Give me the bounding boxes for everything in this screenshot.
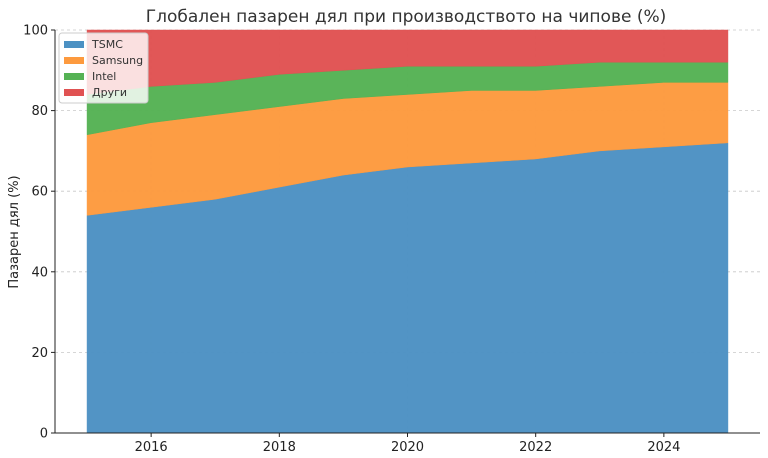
y-axis-label: Пазарен дял (%)	[7, 175, 22, 288]
x-tick-label: 2018	[263, 440, 296, 455]
legend: TSMC Samsung Intel Други	[58, 32, 149, 104]
axes: 2016 2018 2020 2022 2024 0 20 40 60 80 100	[23, 24, 760, 455]
chart-title: Глобален пазарен дял при производството …	[146, 7, 667, 27]
y-tick-label: 80	[31, 104, 48, 119]
area-series-други	[86, 29, 729, 95]
legend-box	[58, 32, 149, 104]
y-tick-label: 0	[40, 427, 48, 442]
plot-areas	[86, 29, 729, 434]
legend-label: Intel	[92, 70, 116, 83]
x-tick-label: 2016	[135, 440, 168, 455]
legend-label: TSMC	[91, 38, 123, 51]
legend-label: Samsung	[92, 54, 143, 67]
x-tick-label: 2020	[391, 440, 424, 455]
legend-label: Други	[92, 86, 127, 99]
legend-swatch	[64, 73, 84, 80]
legend-swatch	[64, 89, 84, 96]
y-tick-label: 100	[23, 24, 48, 39]
y-tick-label: 40	[31, 265, 48, 280]
x-tick-label: 2022	[519, 440, 552, 455]
legend-swatch	[64, 57, 84, 64]
x-tick-label: 2024	[647, 440, 680, 455]
legend-swatch	[64, 41, 84, 48]
y-tick-label: 60	[31, 185, 48, 200]
y-tick-label: 20	[31, 346, 48, 361]
